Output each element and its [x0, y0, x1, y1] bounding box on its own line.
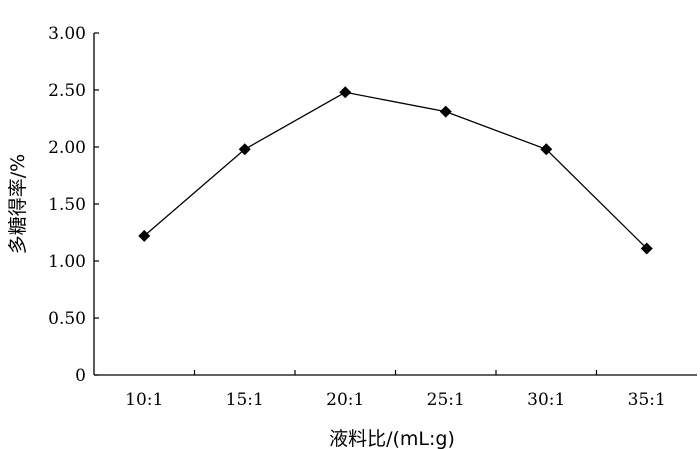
y-tick-label: 2.50 — [48, 81, 86, 101]
data-point — [238, 143, 251, 156]
x-ticks: 10:1 15:1 20:1 25:1 30:1 35:1 — [125, 370, 666, 410]
data-point — [439, 105, 452, 118]
data-point — [138, 229, 151, 242]
axes — [93, 33, 697, 376]
y-ticks: 0 0.50 1.00 1.50 2.00 2.50 3.00 — [48, 24, 99, 386]
x-tick-label: 10:1 — [125, 390, 163, 410]
y-tick-label: 3.00 — [48, 24, 86, 44]
y-tick-label: 1.00 — [48, 252, 86, 272]
data-point — [640, 242, 653, 255]
y-axis-label: 多糖得率/% — [7, 154, 29, 254]
y-tick-label: 0.50 — [48, 309, 86, 329]
series-line — [143, 91, 648, 249]
data-point — [339, 86, 352, 99]
y-tick-label: 2.00 — [48, 138, 86, 158]
y-tick-label: 1.50 — [48, 195, 86, 215]
x-tick-label: 35:1 — [628, 390, 666, 410]
y-tick-label: 0 — [75, 366, 86, 386]
x-axis-label: 液料比/(mL:g) — [329, 428, 455, 449]
x-tick-label: 30:1 — [527, 390, 565, 410]
x-tick-label: 25:1 — [427, 390, 465, 410]
series — [138, 86, 653, 255]
x-tick-label: 15:1 — [226, 390, 264, 410]
data-point — [540, 143, 553, 156]
x-tick-label: 20:1 — [326, 390, 364, 410]
